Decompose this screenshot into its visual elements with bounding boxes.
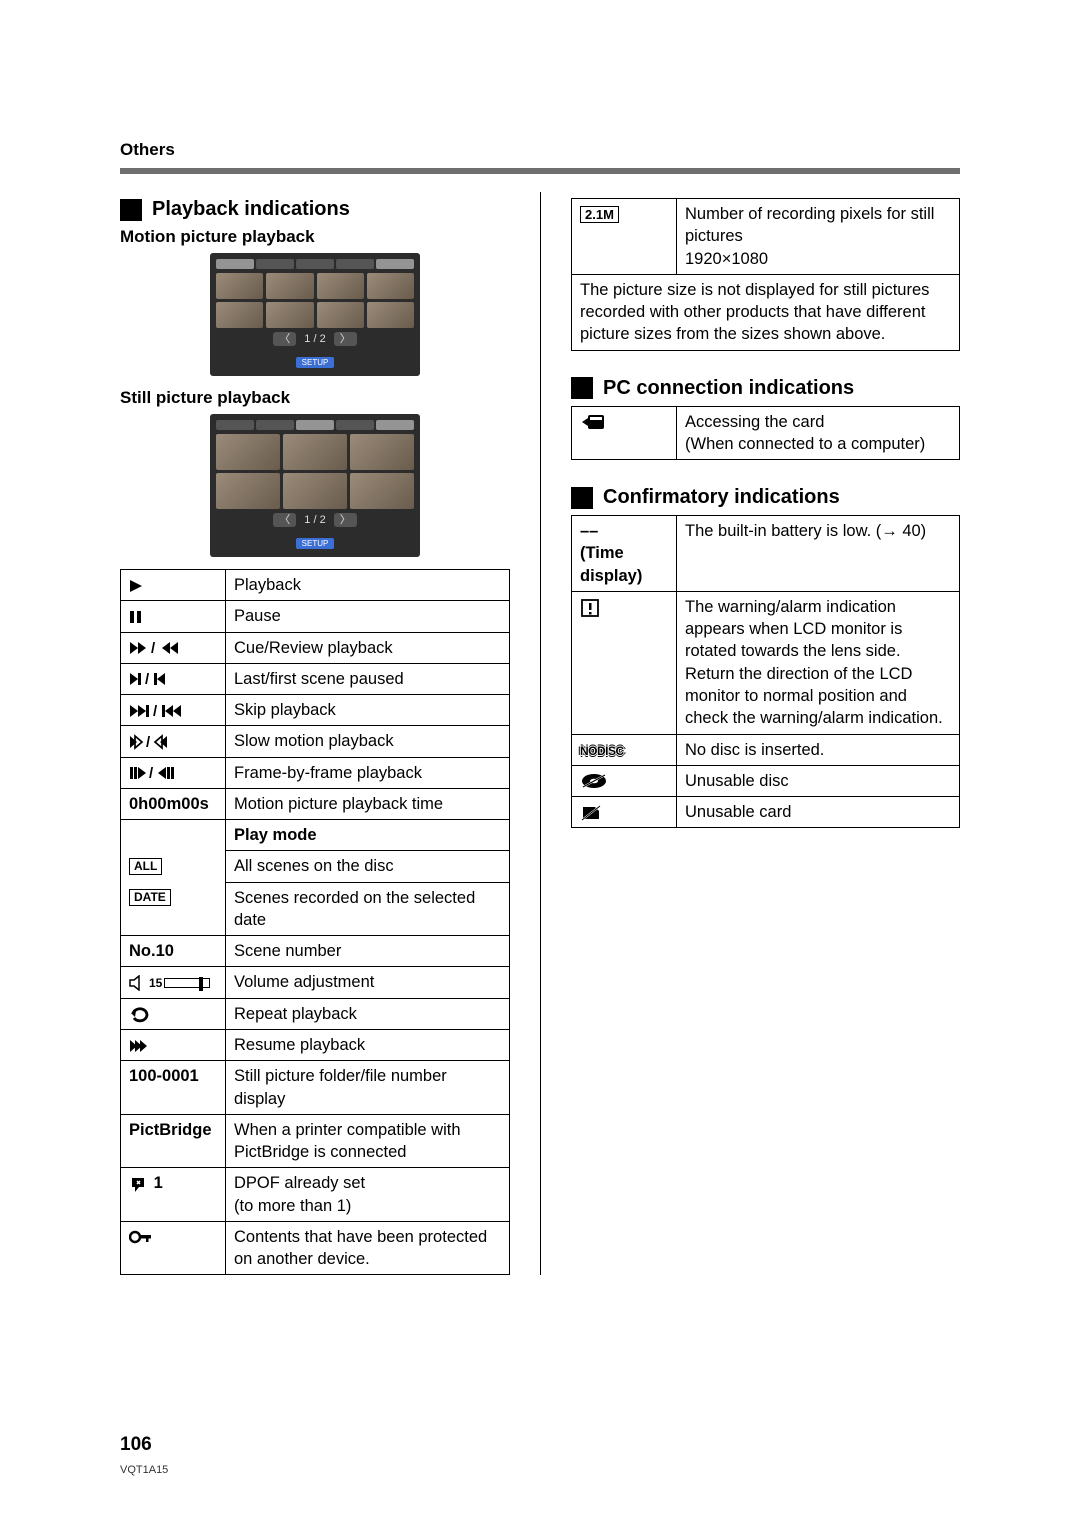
confirm-symbol: ––(Timedisplay) (572, 516, 677, 592)
playback-symbol (121, 570, 226, 601)
svg-text:/: / (146, 734, 151, 750)
playback-desc: When a printer compatible with PictBridg… (226, 1114, 510, 1168)
confirm-desc: The built-in battery is low. (→ 40) (677, 516, 960, 592)
playback-desc: Pause (226, 601, 510, 632)
heading-marker-icon (571, 487, 593, 509)
thumb-page: 1 / 2 (304, 333, 325, 345)
playback-desc: Skip playback (226, 695, 510, 726)
svg-text:/: / (149, 765, 154, 781)
pc-table: Accessing the card(When connected to a c… (571, 406, 960, 461)
two-column-layout: Playback indications Motion picture play… (120, 192, 960, 1275)
confirm-desc: No disc is inserted. (677, 734, 960, 765)
confirm-desc: Unusable disc (677, 765, 960, 796)
playback-desc: Playback (226, 570, 510, 601)
confirm-table: ––(Timedisplay)The built-in battery is l… (571, 515, 960, 828)
playback-symbol: 1 (121, 1168, 226, 1222)
playback-desc: Still picture folder/file number display (226, 1061, 510, 1115)
playback-desc: Motion picture playback time (226, 788, 510, 819)
playback-symbol: PictBridge (121, 1114, 226, 1168)
pc-title: PC connection indications (603, 377, 854, 400)
playback-symbol (121, 1029, 226, 1060)
playback-symbol: / (121, 632, 226, 663)
pixel-badge-cell: 2.1M (572, 199, 677, 275)
playback-desc: All scenes on the disc (226, 851, 510, 882)
playback-desc: Volume adjustment (226, 967, 510, 998)
doc-id: VQT1A15 (120, 1464, 168, 1476)
motion-thumbnail: 〈1 / 2〉 SETUP (120, 253, 510, 376)
playback-symbol: / (121, 726, 226, 757)
playback-symbol: DATE (121, 882, 226, 936)
heading-marker-icon (120, 199, 142, 221)
playback-desc: Last/first scene paused (226, 663, 510, 694)
playback-desc: Slow motion playback (226, 726, 510, 757)
left-column: Playback indications Motion picture play… (120, 192, 540, 1275)
playback-desc: Play mode (226, 820, 510, 851)
playback-symbol: 100-0001 (121, 1061, 226, 1115)
pc-heading: PC connection indications (571, 377, 960, 400)
playback-table: PlaybackPause / Cue/Review playback / Last/f… (120, 569, 510, 1275)
confirm-title: Confirmatory indications (603, 486, 840, 509)
playback-symbol: / (121, 663, 226, 694)
confirm-desc: Unusable card (677, 797, 960, 828)
page-number: 106 (120, 1434, 152, 1456)
playback-symbol (121, 998, 226, 1029)
playback-symbol: / (121, 695, 226, 726)
confirm-heading: Confirmatory indications (571, 486, 960, 509)
playback-desc: Resume playback (226, 1029, 510, 1060)
svg-text:/: / (153, 703, 158, 719)
still-playback-label: Still picture playback (120, 388, 510, 408)
playback-symbol (121, 820, 226, 851)
playback-symbol: No.10 (121, 936, 226, 967)
confirm-symbol (572, 765, 677, 796)
pc-desc: Accessing the card(When connected to a c… (677, 406, 960, 460)
playback-desc: Frame-by-frame playback (226, 757, 510, 788)
playback-symbol: ALL (121, 851, 226, 882)
playback-desc: Scenes recorded on the selected date (226, 882, 510, 936)
thumb-setup: SETUP (296, 357, 335, 368)
svg-text:/: / (151, 640, 156, 656)
still-thumbnail: 〈1 / 2〉 SETUP (120, 414, 510, 557)
playback-desc: DPOF already set(to more than 1) (226, 1168, 510, 1222)
playback-desc: Cue/Review playback (226, 632, 510, 663)
pixel-table: 2.1M Number of recording pixels for stil… (571, 198, 960, 351)
playback-symbol (121, 1221, 226, 1275)
playback-heading: Playback indications (120, 198, 510, 221)
confirm-desc: The warning/alarm indication appears whe… (677, 591, 960, 734)
playback-desc: Repeat playback (226, 998, 510, 1029)
svg-text:/: / (145, 671, 150, 687)
playback-title: Playback indications (152, 198, 350, 221)
playback-symbol: / (121, 757, 226, 788)
playback-symbol (121, 601, 226, 632)
playback-desc: Contents that have been protected on ano… (226, 1221, 510, 1275)
section-label: Others (120, 140, 960, 160)
playback-symbol: 15 (121, 967, 226, 998)
pc-icon-cell (572, 406, 677, 460)
motion-playback-label: Motion picture playback (120, 227, 510, 247)
pixel-note: The picture size is not displayed for st… (572, 274, 960, 350)
playback-desc: Scene number (226, 936, 510, 967)
section-divider (120, 168, 960, 174)
heading-marker-icon (571, 377, 593, 399)
confirm-symbol (572, 797, 677, 828)
confirm-symbol: NODISC (572, 734, 677, 765)
playback-symbol: 0h00m00s (121, 788, 226, 819)
pixel-desc: Number of recording pixels for still pic… (677, 199, 960, 275)
right-column: 2.1M Number of recording pixels for stil… (540, 192, 960, 1275)
card-access-icon (580, 413, 606, 431)
confirm-symbol (572, 591, 677, 734)
